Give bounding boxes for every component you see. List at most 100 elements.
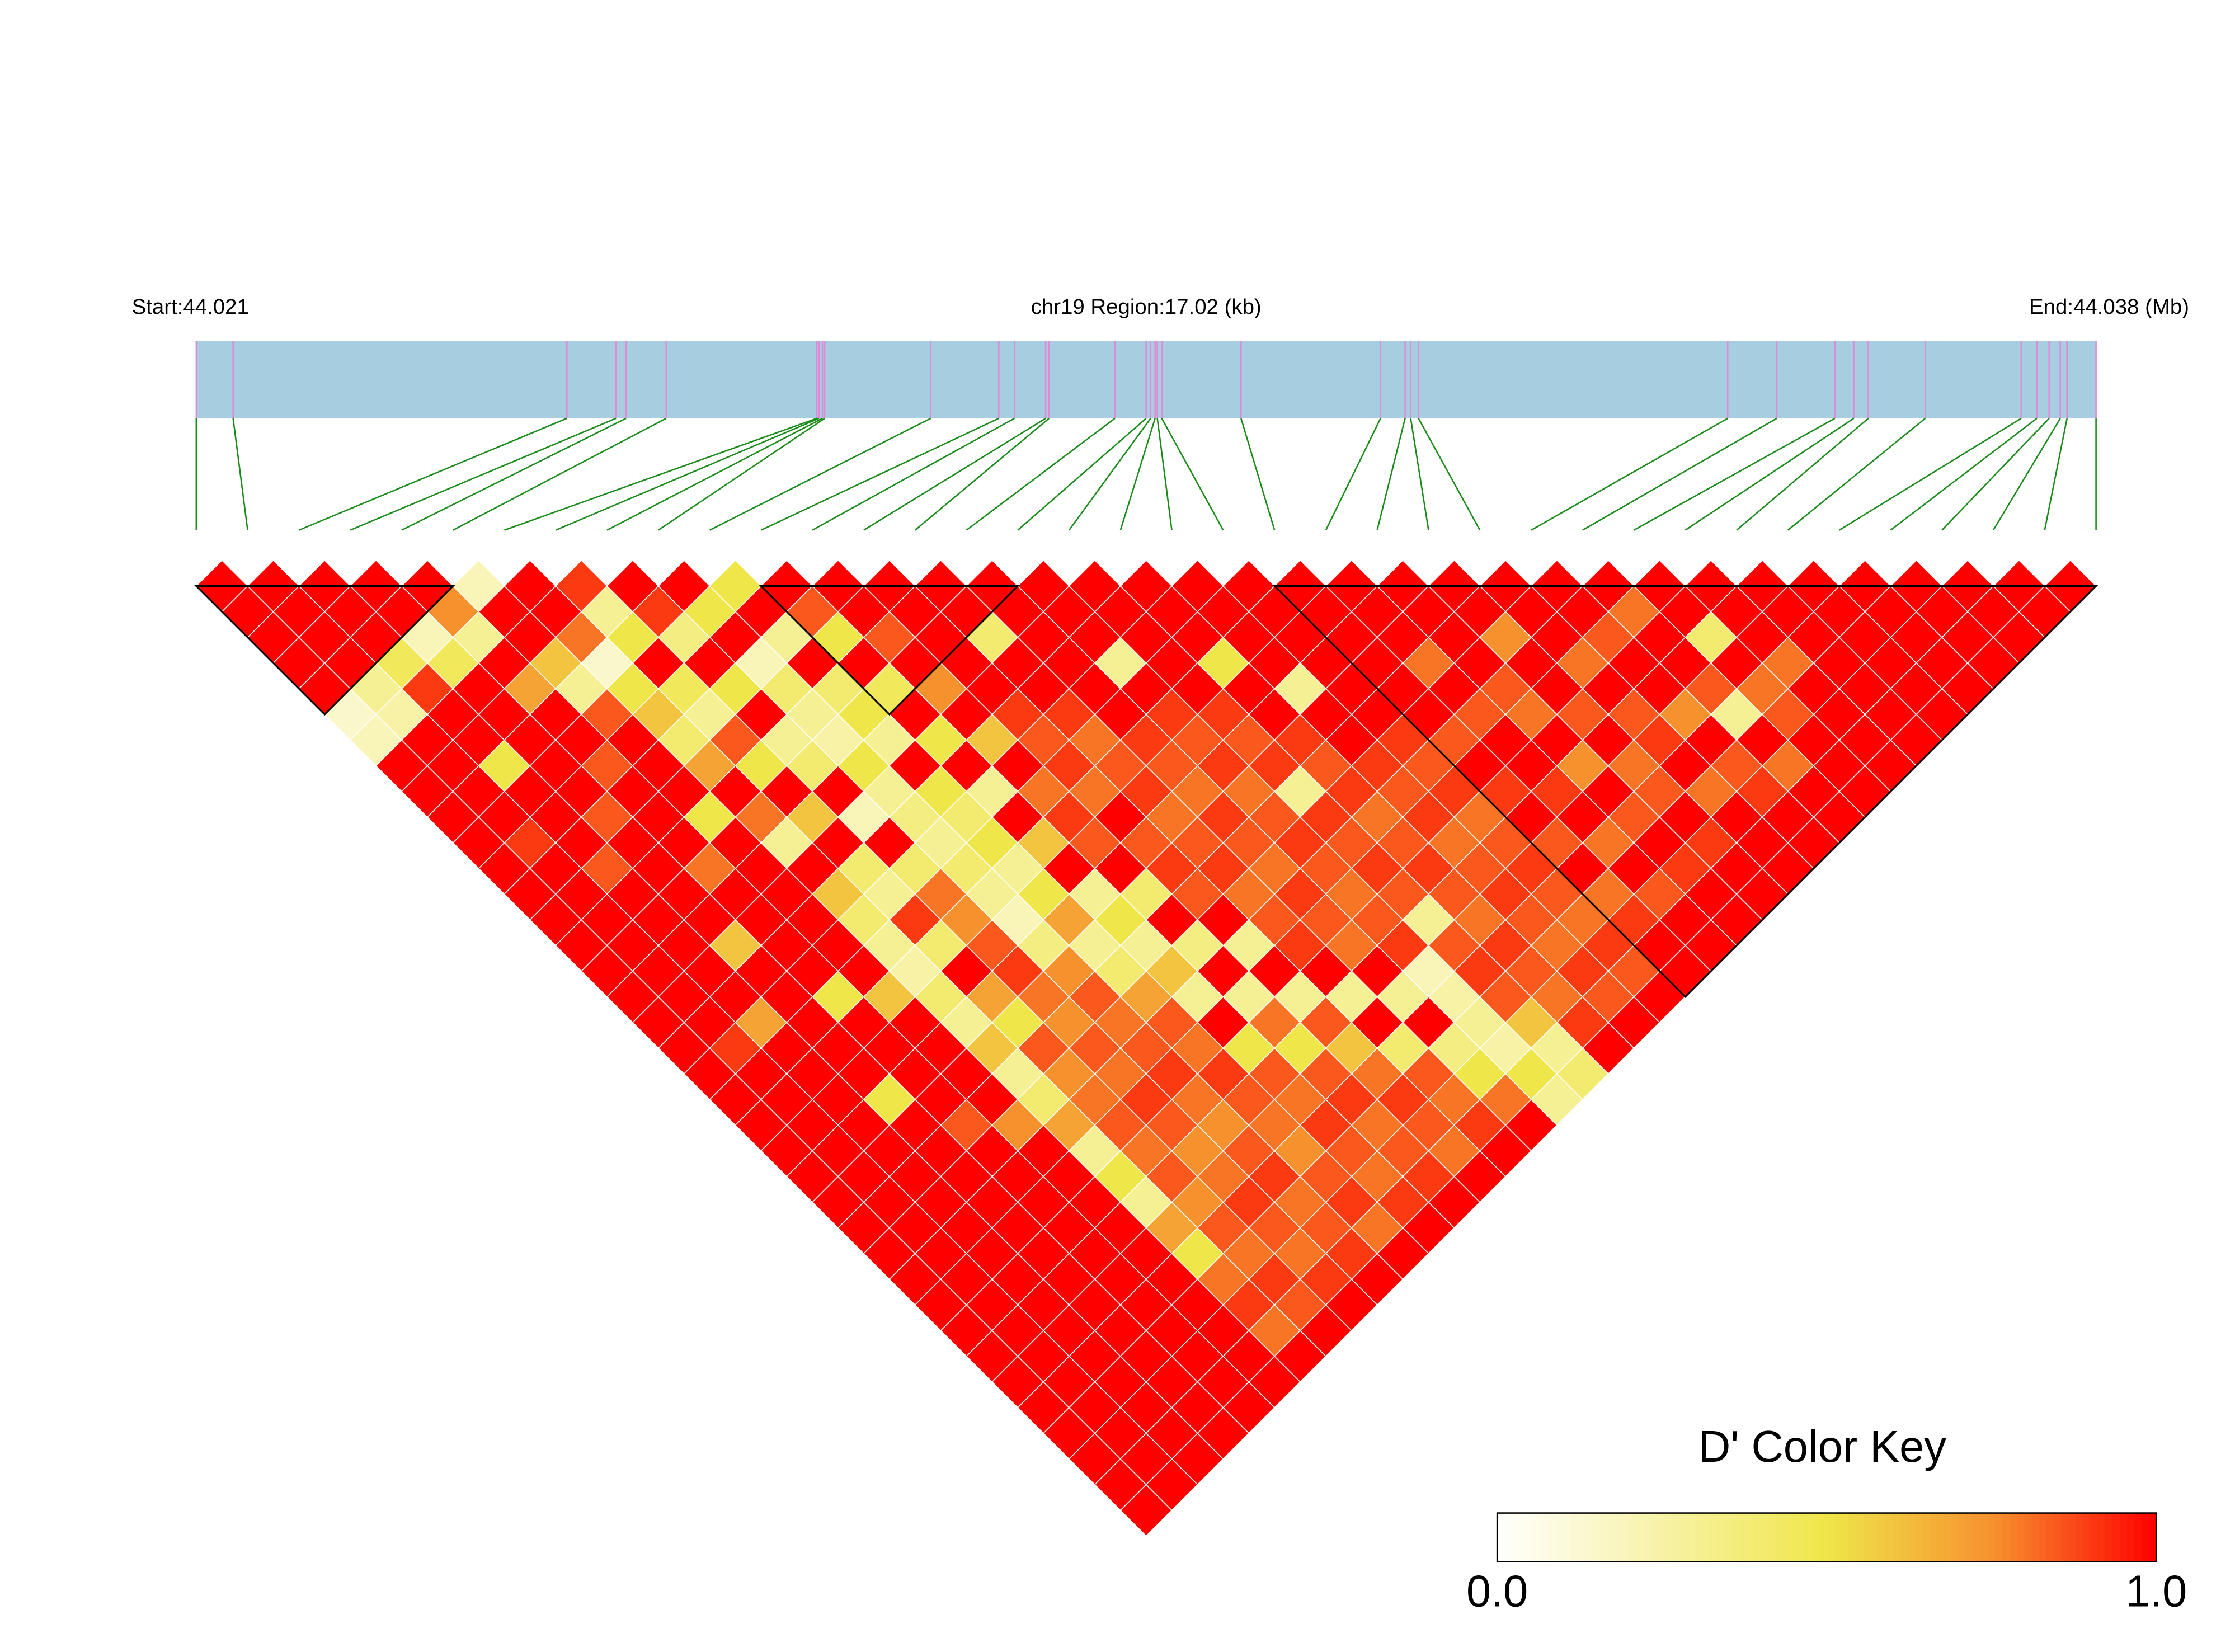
start-label: Start:44.021 bbox=[132, 295, 249, 319]
color-key-step bbox=[1592, 1513, 1601, 1562]
snp-connector bbox=[232, 418, 248, 530]
color-key-step bbox=[1753, 1513, 1762, 1562]
color-key-step bbox=[2090, 1513, 2098, 1562]
color-key-step bbox=[1827, 1513, 1835, 1562]
color-key-step bbox=[1607, 1513, 1615, 1562]
color-key-step bbox=[1519, 1513, 1527, 1562]
snp-connector bbox=[1787, 417, 1926, 531]
color-key-step bbox=[2068, 1513, 2076, 1562]
color-key-step bbox=[1804, 1513, 1813, 1562]
ld-block bbox=[194, 585, 455, 716]
color-key-step bbox=[1958, 1513, 1966, 1562]
color-key-step bbox=[1848, 1513, 1857, 1562]
snp-connector bbox=[555, 417, 820, 531]
color-key-step bbox=[1980, 1513, 1988, 1562]
snp-connector bbox=[350, 417, 617, 531]
color-key-step bbox=[1621, 1513, 1630, 1562]
color-key-step bbox=[1929, 1513, 1937, 1562]
ld-block bbox=[759, 585, 1020, 716]
color-key-step bbox=[1746, 1513, 1754, 1562]
color-key-step bbox=[1709, 1513, 1718, 1562]
color-key-step bbox=[1548, 1513, 1556, 1562]
snp-connector bbox=[1119, 418, 1156, 531]
snp-connector bbox=[658, 417, 825, 531]
snp-connector bbox=[1156, 418, 1173, 530]
snp-connector bbox=[863, 417, 1046, 531]
color-key-step bbox=[1731, 1513, 1739, 1562]
color-key-step bbox=[1665, 1513, 1674, 1562]
color-key-tick-label: 1.0 bbox=[2125, 1566, 2187, 1616]
color-key-step bbox=[2017, 1513, 2025, 1562]
color-key-step bbox=[1936, 1513, 1945, 1562]
color-key-step bbox=[1973, 1513, 1981, 1562]
color-key-step bbox=[1629, 1513, 1637, 1562]
color-key-step bbox=[1761, 1513, 1769, 1562]
color-key-step bbox=[1841, 1513, 1850, 1562]
color-key-step bbox=[1563, 1513, 1571, 1562]
color-key-step bbox=[1907, 1513, 1915, 1562]
color-key-step bbox=[1555, 1513, 1564, 1562]
color-key-step bbox=[2141, 1513, 2149, 1562]
color-key-step bbox=[1695, 1513, 1703, 1562]
snp-connector bbox=[1941, 417, 2050, 531]
snp-connector bbox=[1017, 417, 1147, 531]
snp-connector bbox=[298, 417, 567, 531]
color-key-step bbox=[2105, 1513, 2113, 1562]
color-key-step bbox=[1878, 1513, 1886, 1562]
color-key-step bbox=[1739, 1513, 1747, 1562]
color-key-step bbox=[2134, 1513, 2142, 1562]
color-key-step bbox=[1702, 1513, 1710, 1562]
color-key-step bbox=[1673, 1513, 1681, 1562]
color-key-step bbox=[1570, 1513, 1578, 1562]
color-key-step bbox=[2053, 1513, 2062, 1562]
color-key-step bbox=[2010, 1513, 2018, 1562]
color-key-step bbox=[1782, 1513, 1791, 1562]
snp-connector bbox=[709, 417, 931, 531]
snp-connector bbox=[1992, 418, 2061, 531]
color-key-step bbox=[2076, 1513, 2084, 1562]
color-key-step bbox=[1578, 1513, 1585, 1562]
color-key-step bbox=[1716, 1513, 1725, 1562]
color-key-step bbox=[1504, 1513, 1513, 1562]
color-key-step bbox=[2024, 1513, 2032, 1562]
color-key-step bbox=[1687, 1513, 1696, 1562]
color-key-step bbox=[1651, 1513, 1659, 1562]
color-key-frame bbox=[1496, 1512, 2157, 1562]
color-key-tick-label: 0.0 bbox=[1466, 1566, 1528, 1616]
color-key-step bbox=[1885, 1513, 1893, 1562]
snp-connector bbox=[1161, 418, 1224, 531]
snp-connector bbox=[1633, 417, 1836, 531]
color-key-step bbox=[1643, 1513, 1651, 1562]
color-key-step bbox=[2126, 1513, 2135, 1562]
color-key-step bbox=[1995, 1513, 2003, 1562]
color-key-step bbox=[1680, 1513, 1688, 1562]
color-key-step bbox=[1965, 1513, 1974, 1562]
snp-connector bbox=[2044, 418, 2068, 530]
ld-block bbox=[1272, 585, 2098, 998]
snp-connector bbox=[812, 417, 1015, 531]
color-key-step bbox=[2046, 1513, 2054, 1562]
color-key-step bbox=[1724, 1513, 1732, 1562]
snp-connector bbox=[401, 417, 627, 531]
color-key-step bbox=[1636, 1513, 1644, 1562]
color-key-step bbox=[1658, 1513, 1666, 1562]
color-key-step bbox=[1870, 1513, 1879, 1562]
region-label: chr19 Region:17.02 (kb) bbox=[1031, 295, 1262, 319]
color-key-step bbox=[1541, 1513, 1549, 1562]
snp-connector bbox=[1839, 417, 2022, 531]
color-key-step bbox=[2097, 1513, 2106, 1562]
color-key-step bbox=[1951, 1513, 1959, 1562]
color-key-step bbox=[1863, 1513, 1871, 1562]
snp-connector bbox=[1531, 417, 1728, 531]
color-key-step bbox=[1512, 1513, 1520, 1562]
snp-connector bbox=[453, 417, 667, 531]
snp-connector bbox=[914, 417, 1050, 531]
color-key-step bbox=[1614, 1513, 1622, 1562]
color-key-step bbox=[1768, 1513, 1776, 1562]
color-key-step bbox=[2002, 1513, 2011, 1562]
color-key-step bbox=[2031, 1513, 2040, 1562]
key-title: D' Color Key bbox=[1698, 1422, 1946, 1471]
snp-connector bbox=[1736, 417, 1869, 531]
snp-connector bbox=[1325, 418, 1381, 531]
